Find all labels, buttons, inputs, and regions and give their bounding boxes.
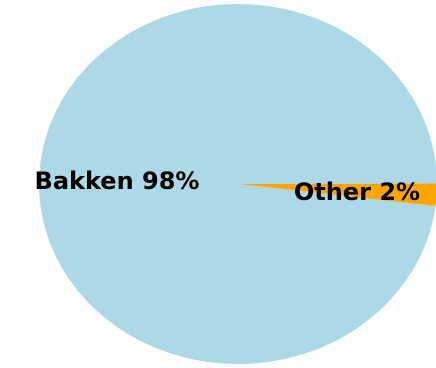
slice-label-bakken: Bakken 98%	[35, 167, 200, 195]
pie-slice-bakken	[39, 4, 436, 364]
pie-slice-other	[238, 183, 436, 207]
pie-slices	[39, 4, 436, 364]
slice-label-other: Other 2%	[294, 178, 420, 206]
pie-labels: Bakken 98% Other 2%	[35, 167, 421, 206]
